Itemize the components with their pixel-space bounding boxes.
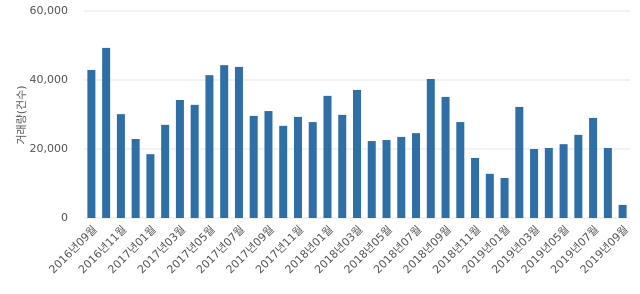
- y-tick-label: 60,000: [30, 4, 69, 17]
- bar: [441, 96, 450, 218]
- bar: [220, 65, 229, 218]
- bar: [618, 204, 627, 218]
- bar: [175, 100, 184, 218]
- bar: [559, 144, 568, 218]
- bar: [161, 124, 170, 218]
- bar: [353, 90, 361, 218]
- bar: [338, 114, 347, 218]
- bar: [293, 116, 302, 218]
- bar: [308, 122, 317, 218]
- bar: [574, 134, 583, 218]
- bar: [87, 69, 96, 219]
- bar: [279, 125, 288, 218]
- bar: [323, 95, 332, 218]
- bar: [249, 115, 258, 218]
- bar: [131, 138, 140, 218]
- bar: [234, 66, 243, 218]
- bar: [589, 117, 598, 218]
- bar: [603, 147, 612, 218]
- bar: [515, 106, 524, 218]
- bar: [367, 141, 376, 218]
- bar: [190, 104, 199, 218]
- bar: [544, 147, 553, 218]
- bar: [205, 75, 214, 218]
- bar: [530, 149, 539, 218]
- bar: [116, 114, 125, 218]
- y-tick-label: 40,000: [30, 73, 69, 86]
- bar: [102, 47, 111, 218]
- bar: [500, 177, 509, 218]
- y-tick-label: 0: [61, 211, 68, 224]
- bar: [456, 122, 465, 218]
- bar: [485, 173, 494, 218]
- bar: [471, 157, 480, 218]
- y-axis-label: 거래량(건수): [15, 85, 28, 144]
- y-tick-label: 20,000: [30, 142, 69, 155]
- bar: [264, 111, 273, 218]
- bar: [412, 133, 421, 218]
- bar: [146, 154, 155, 218]
- bar: [397, 136, 406, 218]
- bar: [426, 78, 435, 218]
- bar: [382, 140, 391, 218]
